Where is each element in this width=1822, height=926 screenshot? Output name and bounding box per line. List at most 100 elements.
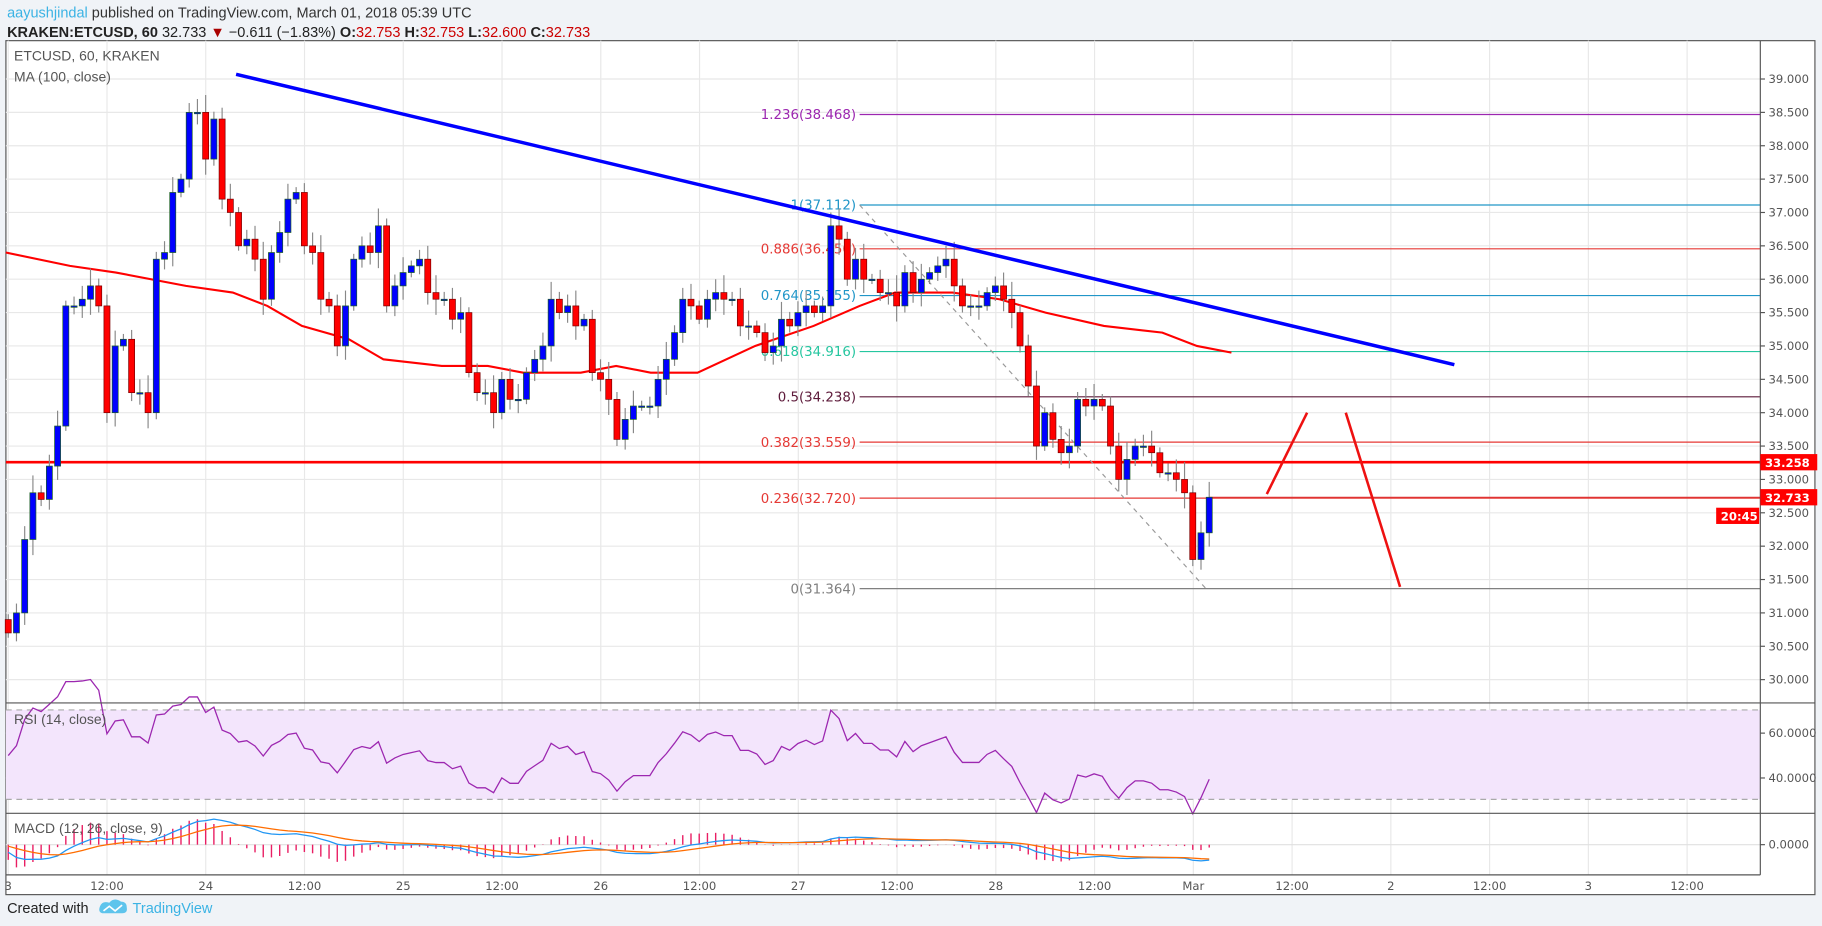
candle-up [662,358,670,380]
time-tick-label: 2 [1387,879,1394,893]
fib-level-label: 0.382(33.559) [761,436,856,451]
price-tick-label: 35.000 [1768,339,1809,353]
candle-up [45,465,53,500]
candle-up [29,492,37,540]
candle-down [572,305,580,327]
candle-up [152,258,160,414]
candle-up [399,272,407,287]
price-tick-label: 37.000 [1768,206,1809,220]
author-link[interactable]: aayushjindal [7,5,88,21]
time-tick-label: 3 [1585,879,1592,893]
candle-down [235,212,242,247]
close-value: 32.733 [546,25,590,41]
candle-up [457,312,465,320]
candle-down [4,619,12,634]
candle-down [687,298,695,307]
candle-down [37,492,45,500]
candle-up [407,265,415,273]
candle-up [646,405,654,408]
rsi-legend[interactable]: RSI (14, close) [14,711,106,727]
candle-up [358,245,366,260]
candle-up [852,258,859,280]
overlays: 1.236(38.468) 1(37.112) 0.886(36.456) 0.764… [5,108,1761,597]
candle-up [1164,472,1172,475]
candle-up [111,345,119,414]
candle-down [366,245,374,253]
macd-legend[interactable]: MACD (12, 26, close, 9) [14,820,163,836]
quote-line: KRAKEN:ETCUSD, 60 32.733 ▼ −0.611 (−1.83… [7,25,590,41]
candle-up [638,405,646,408]
candle-up [531,358,539,373]
axes[interactable]: 39.000 38.500 38.000 37.500 37.000 36.500 36.0… [5,72,1818,893]
high-value: 32.753 [420,25,464,41]
price-tick-label: 37.500 [1768,172,1809,186]
time-tick-label: 12:00 [683,879,716,893]
macd-signal-line [8,824,1210,860]
price-tick-label: 33.500 [1768,439,1809,453]
bar-countdown-tag: 20:45 [1721,509,1758,523]
candle-up [136,392,144,395]
candle-down [811,305,818,313]
candle-up [1123,459,1131,480]
candle-up [284,198,292,233]
candle-up [523,372,530,400]
candle-down [95,285,103,307]
symbol: KRAKEN:ETCUSD, 60 [7,25,158,41]
candle-down [860,258,868,280]
candle-down [218,118,226,200]
drawings[interactable] [235,72,1455,588]
publish-line: aayushjindal published on TradingView.co… [7,5,472,21]
candle-down [1172,472,1180,480]
tradingview-logo-icon [99,899,127,914]
candle-down [1008,298,1016,313]
ma-legend[interactable]: MA (100, close) [14,68,111,84]
candle-down [843,238,851,280]
candle-down [909,272,917,293]
price-tick-label: 33.000 [1768,472,1809,486]
fib-level-label: 0.764(35.755) [761,289,856,304]
candle-down [1148,445,1156,454]
candle-down [695,305,703,320]
candle-down [753,325,761,333]
candle-down [259,258,267,300]
time-tick-label: 12:00 [485,879,518,893]
candle-up [975,305,983,308]
price-tick-label: 34.500 [1768,372,1809,386]
candle-down [556,298,563,313]
candle-up [728,298,736,301]
candle-up [375,225,382,253]
fib-level-label: 1(37.112) [790,199,856,214]
tradingview-link[interactable]: TradingView [133,901,213,917]
ma100-line [5,251,1232,374]
candle-up [62,305,70,427]
candle-up [991,285,999,293]
price-tick-label: 34.000 [1768,406,1809,420]
time-tick-label: 26 [593,879,608,893]
time-tick-label: 12:00 [1473,879,1506,893]
last-price-tag-bg [1760,489,1818,506]
candle-down [1033,385,1040,447]
candle-down [835,225,843,240]
candle-down [424,258,432,293]
candle-down [383,225,391,307]
candle-down [465,312,473,373]
price-tick-label: 35.500 [1768,306,1809,320]
candle-down [736,298,744,327]
candle-down [1189,492,1197,560]
support-price-tag-bg [1760,454,1818,471]
time-tick-label: 12:00 [880,879,913,893]
projection-line [1344,412,1402,588]
candle-up [671,332,678,360]
time-tick-label: 24 [198,879,213,893]
candle-up [1041,412,1049,447]
rsi-line [7,678,1210,816]
candle-down [1181,479,1188,494]
close-label: C: [530,25,545,41]
candle-down [128,338,135,394]
candle-up [621,419,629,440]
candle-up [292,192,300,200]
price-tick-label: 38.500 [1768,105,1809,119]
candle-up [210,118,218,160]
candle-down [333,305,341,347]
